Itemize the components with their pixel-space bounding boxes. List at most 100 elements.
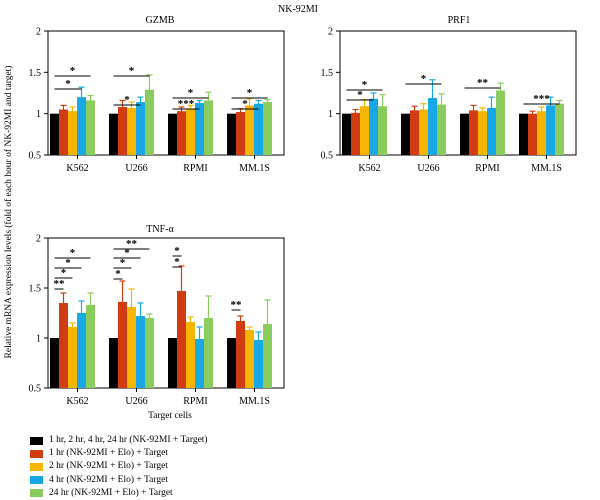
bar [351, 112, 360, 155]
bar [195, 102, 204, 155]
y-tick-label: 2 [36, 234, 41, 245]
significance-label: * [129, 65, 135, 77]
bar [59, 109, 68, 155]
x-tick-label: K562 [358, 163, 380, 174]
bar [136, 102, 145, 155]
legend-swatch [30, 489, 43, 498]
bar [59, 303, 68, 388]
bar [168, 338, 177, 388]
bar [68, 327, 77, 388]
significance-label: * [70, 247, 76, 259]
bar [478, 111, 487, 155]
legend-item: 2 hr (NK-92MI + Elo) + Target [30, 460, 208, 473]
figure: NK-92MI Relative mRNA expression levels … [3, 4, 577, 421]
legend: 1 hr, 2 hr, 4 hr, 24 hr (NK-92MI + Targe… [30, 434, 208, 500]
plot-frame [47, 30, 285, 156]
y-tick-label: 0.5 [29, 384, 42, 395]
x-tick-label: RPMI [183, 163, 207, 174]
plot-frame [47, 237, 285, 389]
x-tick-label: U266 [417, 163, 439, 174]
x-tick-label: K562 [66, 163, 88, 174]
bar [537, 111, 546, 155]
significance-label: * [421, 73, 427, 85]
bar [360, 106, 369, 155]
bar [68, 111, 77, 155]
y-tick-label: 1 [36, 109, 41, 120]
bar [186, 109, 195, 155]
legend-item: 1 hr (NK-92MI + Elo) + Target [30, 447, 208, 460]
bar [496, 90, 505, 155]
bar [145, 89, 154, 155]
significance-label: * [120, 257, 126, 269]
y-tick-label: 1 [36, 334, 41, 345]
significance-label: * [61, 267, 67, 279]
significance-label: * [124, 247, 130, 259]
bar [410, 110, 419, 155]
x-tick-label: MM.1S [531, 163, 562, 174]
significance-label: ** [54, 278, 66, 290]
legend-item: 4 hr (NK-92MI + Elo) + Target [30, 474, 208, 487]
bar [528, 113, 537, 155]
bar [204, 318, 213, 388]
legend-item: 24 hr (NK-92MI + Elo) + Target [30, 487, 208, 500]
legend-label: 1 hr (NK-92MI + Elo) + Target [49, 448, 168, 459]
bar [254, 103, 263, 155]
legend-swatch [30, 476, 43, 485]
chart-title: GZMB [146, 15, 175, 26]
bar [86, 100, 95, 155]
y-tick-label: 1 [328, 109, 333, 120]
bar [245, 330, 254, 388]
significance-label: * [65, 257, 71, 269]
bar [519, 113, 528, 155]
bar [77, 97, 86, 155]
y-tick-label: 1.5 [321, 68, 334, 79]
bar [437, 104, 446, 155]
bar [245, 105, 254, 155]
x-axis-label: Target cells [148, 411, 192, 421]
significance-label: * [362, 79, 368, 91]
bar [460, 113, 469, 155]
legend-swatch [30, 462, 43, 471]
significance-label: *** [533, 93, 550, 105]
bar [118, 302, 127, 388]
bar [86, 305, 95, 388]
legend-label: 24 hr (NK-92MI + Elo) + Target [49, 487, 173, 498]
y-tick-label: 1.5 [29, 284, 42, 295]
significance-label: * [188, 87, 194, 99]
significance-label: * [70, 65, 76, 77]
bar [127, 307, 136, 388]
bar [145, 318, 154, 388]
bar [419, 109, 428, 155]
significance-label: * [357, 89, 363, 101]
x-tick-label: RPMI [475, 163, 499, 174]
bar [195, 339, 204, 388]
significance-label: ** [126, 238, 138, 250]
x-tick-label: MM.1S [239, 396, 270, 407]
bar [227, 338, 236, 388]
bar [263, 102, 272, 155]
significance-label: * [174, 245, 180, 257]
significance-label: * [247, 87, 253, 99]
legend-item: 1 hr, 2 hr, 4 hr, 24 hr (NK-92MI + Targe… [30, 434, 208, 447]
chart-title: PRF1 [448, 15, 471, 26]
y-tick-label: 2 [36, 27, 41, 38]
legend-label: 4 hr (NK-92MI + Elo) + Target [49, 474, 168, 485]
bar [50, 338, 59, 388]
bar [555, 103, 564, 155]
x-tick-label: MM.1S [239, 163, 270, 174]
bar [236, 112, 245, 155]
bar [50, 113, 59, 155]
bar [469, 110, 478, 155]
y-axis-label: Relative mRNA expression levels (fold of… [3, 66, 14, 359]
significance-label: *** [178, 98, 195, 110]
bar [118, 107, 127, 155]
significance-label: * [124, 94, 130, 106]
bar [177, 291, 186, 388]
chart-title: TNF-α [146, 224, 174, 235]
bar [546, 105, 555, 155]
plot-frame [339, 30, 577, 156]
bar [378, 106, 387, 155]
